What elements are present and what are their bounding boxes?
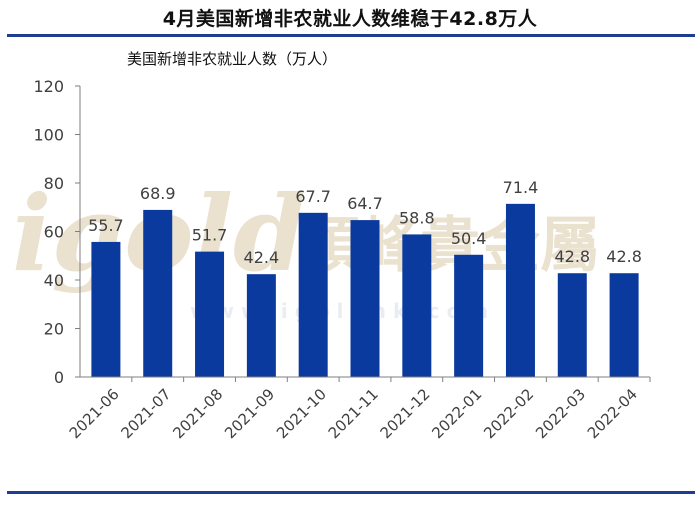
x-tick-label: 2021-11 <box>325 385 382 442</box>
y-tick-label: 40 <box>44 271 64 290</box>
data-labels: 55.7 68.9 51.7 42.4 67.7 64.7 58.8 50.4 71.4 42.8… <box>88 178 642 267</box>
data-label: 50.4 <box>451 229 487 248</box>
bottom-divider <box>7 491 695 494</box>
bar <box>298 212 328 377</box>
data-label: 71.4 <box>503 178 539 197</box>
data-label: 51.7 <box>192 226 228 245</box>
data-label: 67.7 <box>295 187 331 206</box>
bar <box>246 274 276 377</box>
data-label: 42.8 <box>554 247 590 266</box>
data-label: 55.7 <box>88 216 124 235</box>
bar <box>505 203 535 377</box>
x-tick-label: 2022-01 <box>428 385 485 442</box>
y-axis: 0 20 40 60 80 100 120 <box>33 77 81 387</box>
x-tick-label: 2022-04 <box>584 385 641 442</box>
x-tick-label: 2021-06 <box>66 385 123 442</box>
watermark-url: w w w . i g o l d h k . c o m <box>190 299 488 323</box>
y-tick-label: 60 <box>44 223 64 242</box>
x-tick-label: 2021-10 <box>273 385 330 442</box>
bar <box>143 209 173 377</box>
bar <box>402 234 432 377</box>
bar-series <box>91 203 639 377</box>
bar <box>91 241 121 377</box>
y-tick-label: 80 <box>44 174 64 193</box>
x-tick-label: 2021-09 <box>221 385 278 442</box>
x-tick-label: 2021-08 <box>169 385 226 442</box>
data-label: 42.4 <box>244 248 280 267</box>
y-tick-label: 120 <box>33 77 64 96</box>
bar <box>195 251 225 377</box>
watermark-brand-chinese: 領峰貴金屬 <box>300 211 600 281</box>
data-label: 58.8 <box>399 208 435 227</box>
bar <box>557 273 587 377</box>
page-title: 4月美国新增非农就业人数维稳于42.8万人 <box>162 8 538 30</box>
y-tick-label: 20 <box>44 320 64 339</box>
chart-title: 美国新增非农就业人数（万人） <box>127 50 337 68</box>
data-label: 64.7 <box>347 194 383 213</box>
x-tick-label: 2022-03 <box>532 385 589 442</box>
y-tick-label: 0 <box>54 368 64 387</box>
x-axis: 2021-062021-072021-082021-092021-102021-… <box>66 376 651 442</box>
x-tick-label: 2022-02 <box>480 385 537 442</box>
y-tick-label: 100 <box>33 126 64 145</box>
bar <box>350 220 380 377</box>
x-tick-label: 2021-07 <box>118 385 175 442</box>
top-divider <box>7 34 695 37</box>
data-label: 68.9 <box>140 184 176 203</box>
bar <box>609 273 639 377</box>
data-label: 42.8 <box>606 247 642 266</box>
bar <box>454 254 484 377</box>
x-tick-label: 2021-12 <box>377 385 434 442</box>
